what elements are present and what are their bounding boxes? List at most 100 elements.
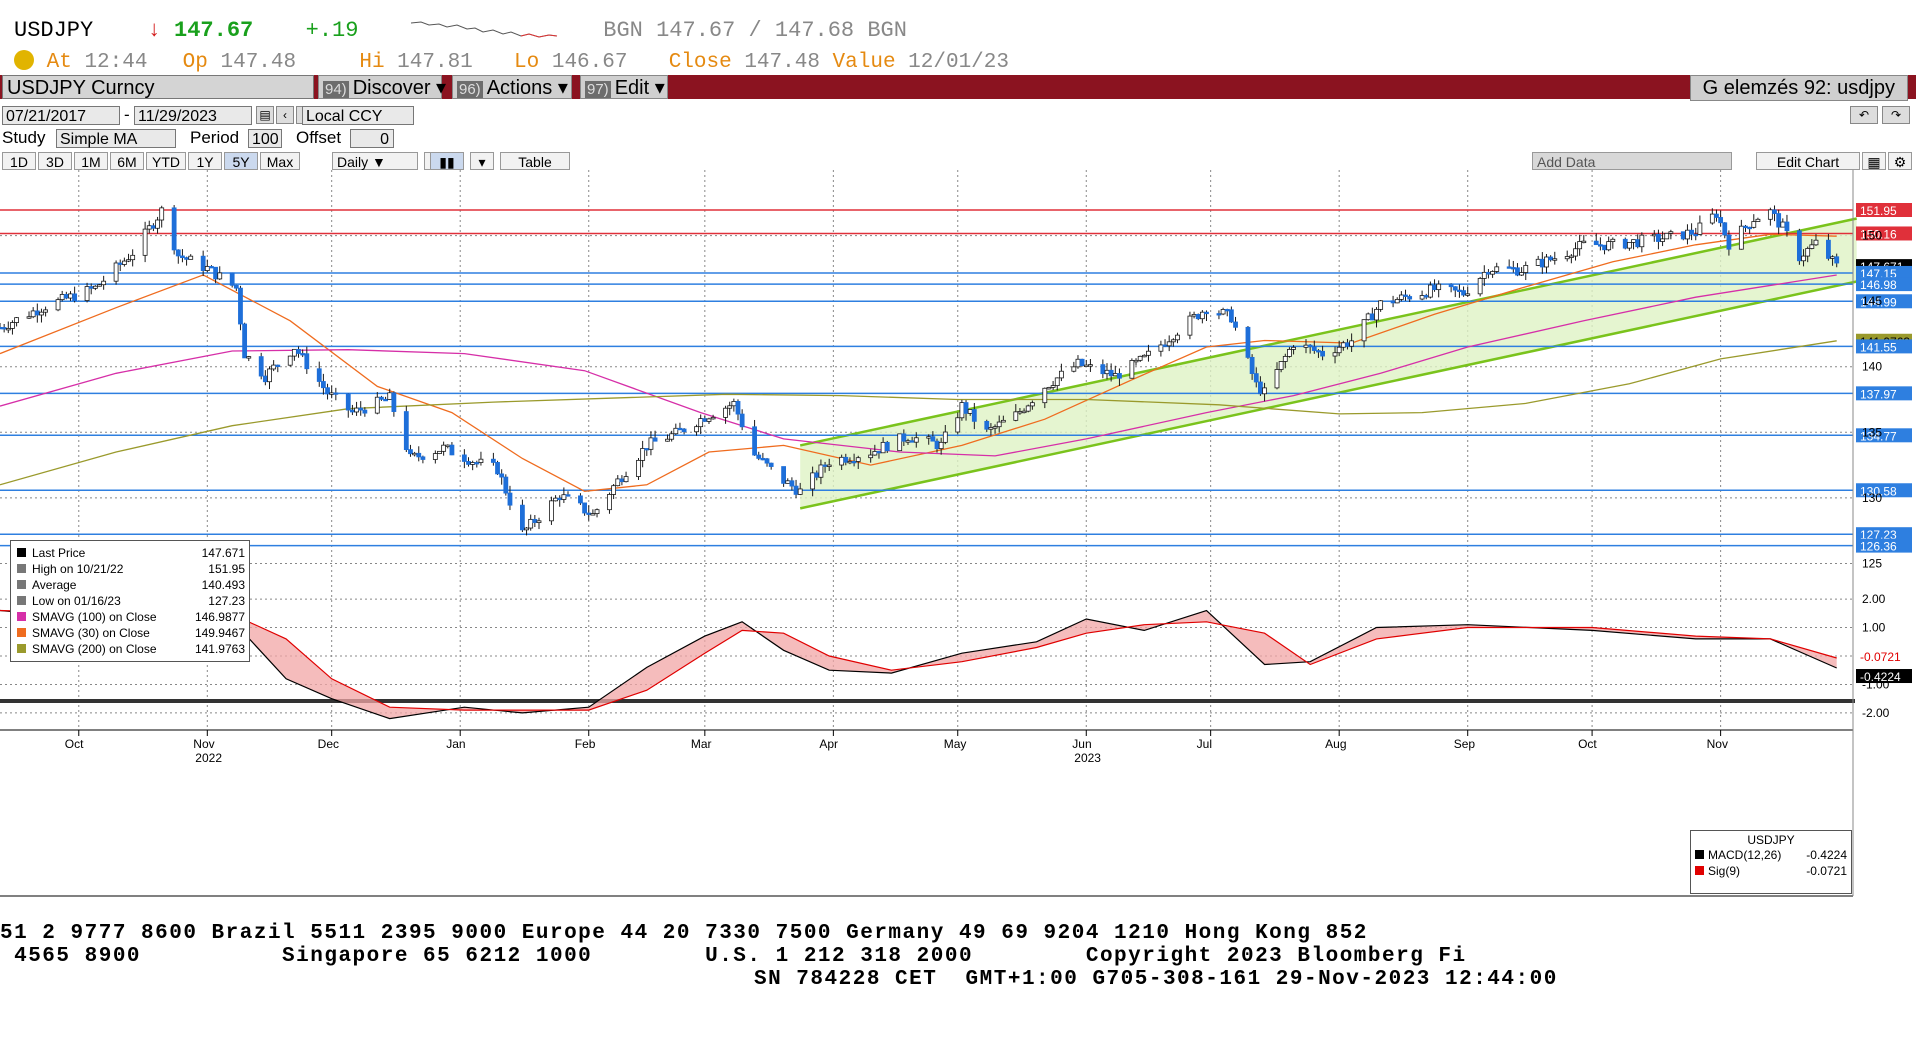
candle-body bbox=[1141, 354, 1147, 358]
offset-input[interactable]: 0 bbox=[350, 129, 394, 148]
candle-body bbox=[764, 458, 770, 464]
price-tag-label: 144.99 bbox=[1860, 295, 1897, 309]
range-tab-ytd[interactable]: YTD bbox=[146, 152, 186, 170]
candle-body bbox=[180, 255, 185, 259]
range-tab-1m[interactable]: 1M bbox=[74, 152, 108, 170]
candle-body bbox=[1419, 295, 1425, 300]
candle-body bbox=[1166, 341, 1172, 347]
candle-body bbox=[971, 409, 977, 422]
frequency-select[interactable]: Daily ▼ bbox=[332, 152, 418, 170]
panel-divider[interactable] bbox=[0, 699, 1855, 703]
candle-body bbox=[1287, 349, 1292, 357]
candle-body bbox=[10, 322, 15, 329]
price-chart[interactable]: 151.95150.16147.671147.15146.98144.99141… bbox=[0, 170, 1916, 902]
candle-body bbox=[354, 407, 359, 413]
candle-body bbox=[441, 444, 447, 452]
candle-body bbox=[320, 381, 326, 389]
range-tab-5y[interactable]: 5Y bbox=[224, 152, 258, 170]
chart-settings-icon[interactable]: ▦ bbox=[1862, 152, 1886, 170]
candle-body bbox=[996, 421, 1002, 428]
candle-body bbox=[1796, 230, 1802, 262]
end-date-field[interactable]: 11/29/2023 bbox=[134, 106, 252, 125]
add-data-field[interactable]: Add Data bbox=[1532, 152, 1732, 170]
redo-icon[interactable]: ↷ bbox=[1882, 106, 1910, 124]
table-button[interactable]: Table bbox=[500, 152, 570, 170]
candle-style-icon[interactable]: ▮▮ bbox=[430, 152, 464, 170]
chevron-left-icon[interactable]: ‹ bbox=[276, 106, 294, 124]
legend-swatch-icon bbox=[17, 564, 26, 573]
study-select[interactable]: Simple MA bbox=[56, 129, 176, 148]
candle-body bbox=[1042, 387, 1048, 404]
candle-body bbox=[636, 459, 641, 477]
price-tick-label: 145 bbox=[1862, 294, 1882, 308]
legend-swatch-icon bbox=[17, 628, 26, 637]
edit-chart-button[interactable]: Edit Chart bbox=[1756, 152, 1860, 170]
candle-body bbox=[1262, 387, 1267, 395]
price-tag-bg bbox=[1856, 277, 1912, 292]
start-date-field[interactable]: 07/21/2017 bbox=[2, 106, 120, 125]
security-field[interactable]: USDJPY Curncy bbox=[2, 75, 314, 99]
candle-body bbox=[1291, 346, 1296, 350]
price-tag-bg bbox=[1856, 265, 1912, 280]
footer-contacts-2: 4565 8900 Singapore 65 6212 1000 U.S. 1 … bbox=[0, 945, 1467, 968]
edit-menu[interactable]: 97) Edit ▾ bbox=[580, 75, 668, 99]
candle-body bbox=[855, 457, 861, 462]
candle-body bbox=[490, 458, 496, 463]
candle-body bbox=[665, 438, 670, 442]
candle-body bbox=[1071, 366, 1077, 372]
month-label: Oct bbox=[65, 737, 84, 751]
candle-body bbox=[59, 294, 65, 301]
range-tab-3d[interactable]: 3D bbox=[38, 152, 72, 170]
legend-swatch-icon bbox=[17, 548, 26, 557]
price-tag-bg bbox=[1856, 386, 1912, 401]
candle-body bbox=[1117, 373, 1122, 379]
gear-icon[interactable]: ⚙ bbox=[1888, 152, 1912, 170]
candle-body bbox=[1581, 240, 1587, 244]
candle-body bbox=[43, 309, 49, 313]
candle-body bbox=[1374, 308, 1379, 321]
candle-body bbox=[843, 456, 849, 463]
chart-title[interactable]: G elemzés 92: usdjpy bbox=[1689, 75, 1908, 101]
macd-panel: 2.00 1.00-1.00-2.00-0.0721-0.4224 bbox=[0, 592, 1912, 720]
candle-body bbox=[478, 458, 484, 463]
candle-body bbox=[785, 480, 791, 484]
candle-body bbox=[333, 392, 339, 395]
candle-body bbox=[884, 441, 890, 452]
candle-body bbox=[955, 417, 961, 433]
candle-body bbox=[1693, 233, 1699, 237]
price-tag-bg bbox=[1856, 294, 1912, 309]
candle-body bbox=[1029, 402, 1035, 407]
candle-body bbox=[1805, 248, 1811, 257]
candle-body bbox=[1709, 213, 1715, 224]
candle-body bbox=[756, 454, 762, 459]
candle-body bbox=[304, 353, 310, 370]
price-tag-label: 150.16 bbox=[1860, 227, 1897, 241]
menu-number: 97) bbox=[585, 81, 611, 98]
candle-body bbox=[1772, 209, 1777, 214]
candle-body bbox=[1573, 248, 1578, 257]
range-tab-max[interactable]: Max bbox=[260, 152, 300, 170]
calendar-icon[interactable]: ▤ bbox=[256, 106, 274, 124]
undo-icon[interactable]: ↶ bbox=[1850, 106, 1878, 124]
ticker: USDJPY bbox=[14, 18, 94, 43]
legend-swatch-icon bbox=[1695, 850, 1704, 859]
candle-body bbox=[117, 262, 123, 265]
range-tab-1y[interactable]: 1Y bbox=[188, 152, 222, 170]
period-input[interactable]: 100 bbox=[248, 129, 282, 148]
currency-select[interactable]: Local CCY bbox=[302, 106, 414, 125]
range-tab-6m[interactable]: 6M bbox=[110, 152, 144, 170]
actions-menu[interactable]: 96) Actions ▾ bbox=[452, 75, 572, 99]
candle-body bbox=[1282, 356, 1288, 362]
candle-body bbox=[1146, 350, 1151, 356]
candle-body bbox=[1088, 364, 1093, 367]
candle-body bbox=[1220, 309, 1226, 315]
macd-legend-row: MACD(12,26) -0.4224 bbox=[1695, 847, 1847, 863]
candle-body bbox=[329, 392, 335, 395]
range-tab-1d[interactable]: 1D bbox=[2, 152, 36, 170]
candle-body bbox=[942, 431, 948, 443]
macd-legend-row: Sig(9) -0.0721 bbox=[1695, 863, 1847, 879]
discover-menu[interactable]: 94) Discover ▾ bbox=[318, 75, 446, 99]
last-price: 147.67 bbox=[174, 18, 254, 43]
candle-body bbox=[1755, 218, 1761, 222]
chevron-down-icon[interactable]: ▾ bbox=[470, 152, 494, 170]
